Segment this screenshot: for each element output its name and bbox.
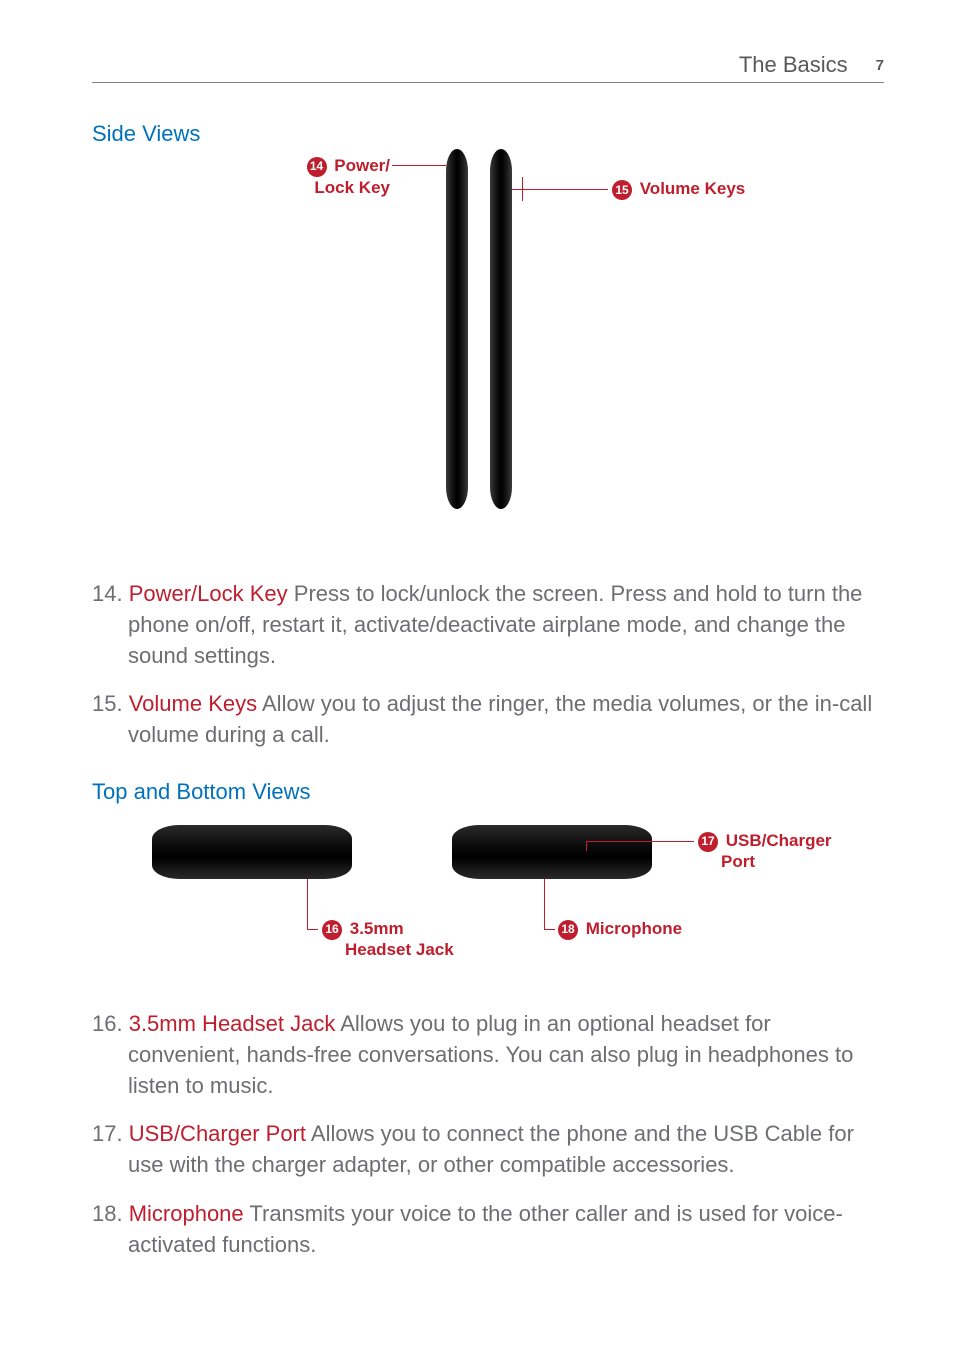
section-name: The Basics xyxy=(739,52,848,78)
term: 3.5mm Headset Jack xyxy=(129,1011,336,1036)
callout-line xyxy=(544,929,555,930)
item-number: 18. xyxy=(92,1201,129,1226)
page-header: The Basics 7 xyxy=(92,52,884,83)
term: Power/Lock Key xyxy=(129,581,288,606)
callout-bracket xyxy=(522,177,523,201)
volume-label-text: Volume Keys xyxy=(640,179,746,198)
callout-line xyxy=(586,841,694,842)
list-item: 14. Power/Lock Key Press to lock/unlock … xyxy=(92,579,884,671)
phone-bottom-image xyxy=(452,825,652,879)
microphone-callout: 18 Microphone xyxy=(558,919,682,940)
top-bottom-features-list: 16. 3.5mm Headset Jack Allows you to plu… xyxy=(92,1009,884,1261)
callout-line xyxy=(307,879,308,929)
usb-charger-callout: 17 USB/Charger Port xyxy=(698,831,832,872)
headset-label-l2: Headset Jack xyxy=(345,940,454,959)
item-number: 17. xyxy=(92,1121,129,1146)
callout-number-icon: 17 xyxy=(698,832,718,852)
volume-keys-callout: 15 Volume Keys xyxy=(612,179,745,200)
list-item: 15. Volume Keys Allow you to adjust the … xyxy=(92,689,884,751)
term: Microphone xyxy=(129,1201,244,1226)
callout-line xyxy=(586,841,587,851)
side-features-list: 14. Power/Lock Key Press to lock/unlock … xyxy=(92,579,884,751)
usb-label-l2: Port xyxy=(721,852,755,871)
phone-left-side-image xyxy=(446,149,468,509)
callout-line xyxy=(307,929,318,930)
item-number: 16. xyxy=(92,1011,129,1036)
item-number: 15. xyxy=(92,691,129,716)
callout-line xyxy=(544,879,545,929)
term: Volume Keys xyxy=(129,691,257,716)
headset-label-l1: 3.5mm xyxy=(350,919,404,938)
callout-number-icon: 16 xyxy=(322,920,342,940)
side-views-heading: Side Views xyxy=(92,121,884,147)
term: USB/Charger Port xyxy=(129,1121,306,1146)
power-label-text-l2: Lock Key xyxy=(314,178,390,197)
side-views-diagram: 14 Power/ Lock Key 15 Volume Keys xyxy=(92,155,884,555)
phone-top-image xyxy=(152,825,352,879)
callout-line xyxy=(512,189,608,190)
power-label-text-l1: Power/ xyxy=(334,156,390,175)
headset-jack-callout: 16 3.5mm Headset Jack xyxy=(322,919,454,960)
list-item: 18. Microphone Transmits your voice to t… xyxy=(92,1199,884,1261)
callout-number-icon: 18 xyxy=(558,920,578,940)
callout-number-icon: 14 xyxy=(307,157,327,177)
callout-line xyxy=(392,165,446,166)
list-item: 17. USB/Charger Port Allows you to conne… xyxy=(92,1119,884,1181)
mic-label-text: Microphone xyxy=(586,919,682,938)
top-bottom-heading: Top and Bottom Views xyxy=(92,779,884,805)
phone-right-side-image xyxy=(490,149,512,509)
power-lock-callout: 14 Power/ Lock Key xyxy=(260,155,390,198)
callout-number-icon: 15 xyxy=(612,180,632,200)
item-number: 14. xyxy=(92,581,129,606)
usb-label-l1: USB/Charger xyxy=(726,831,832,850)
list-item: 16. 3.5mm Headset Jack Allows you to plu… xyxy=(92,1009,884,1101)
top-bottom-diagram: 16 3.5mm Headset Jack 17 USB/Charger Por… xyxy=(92,819,884,989)
page-number: 7 xyxy=(876,57,884,74)
